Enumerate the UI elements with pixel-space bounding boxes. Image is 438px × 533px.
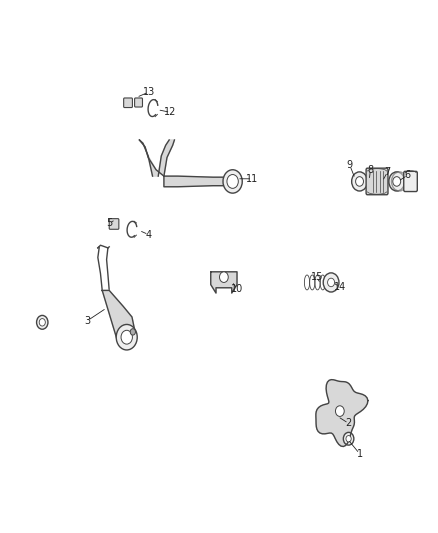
FancyBboxPatch shape <box>365 168 387 195</box>
Circle shape <box>345 435 350 442</box>
FancyBboxPatch shape <box>403 171 417 191</box>
Text: 14: 14 <box>333 282 345 292</box>
Text: 4: 4 <box>145 230 151 240</box>
FancyBboxPatch shape <box>124 98 132 108</box>
Text: 11: 11 <box>246 174 258 184</box>
Circle shape <box>223 169 242 193</box>
Polygon shape <box>139 140 174 176</box>
Circle shape <box>335 406 343 416</box>
Circle shape <box>392 176 400 186</box>
Text: 13: 13 <box>142 87 154 97</box>
Polygon shape <box>102 290 134 341</box>
Circle shape <box>36 316 48 329</box>
Circle shape <box>391 172 406 191</box>
Text: 7: 7 <box>384 167 390 177</box>
FancyBboxPatch shape <box>134 98 142 107</box>
Polygon shape <box>315 379 367 447</box>
Circle shape <box>219 272 228 282</box>
Text: 9: 9 <box>346 160 352 171</box>
Text: 2: 2 <box>345 418 351 429</box>
Circle shape <box>355 176 363 186</box>
Text: 1: 1 <box>356 449 362 458</box>
Circle shape <box>116 325 137 350</box>
Polygon shape <box>163 176 230 187</box>
Circle shape <box>226 174 238 188</box>
Circle shape <box>322 273 338 292</box>
FancyBboxPatch shape <box>109 219 119 229</box>
Circle shape <box>121 330 132 344</box>
Polygon shape <box>210 272 237 293</box>
Text: 10: 10 <box>230 284 243 294</box>
Text: 15: 15 <box>310 272 322 282</box>
Text: 8: 8 <box>367 165 373 175</box>
Circle shape <box>39 319 45 326</box>
Text: 5: 5 <box>106 218 112 228</box>
Circle shape <box>130 329 135 335</box>
Circle shape <box>351 172 367 191</box>
Text: 6: 6 <box>404 170 410 180</box>
Circle shape <box>343 432 353 445</box>
Circle shape <box>388 172 404 191</box>
Text: 12: 12 <box>164 107 176 117</box>
Circle shape <box>327 278 334 287</box>
Text: 3: 3 <box>84 316 90 326</box>
